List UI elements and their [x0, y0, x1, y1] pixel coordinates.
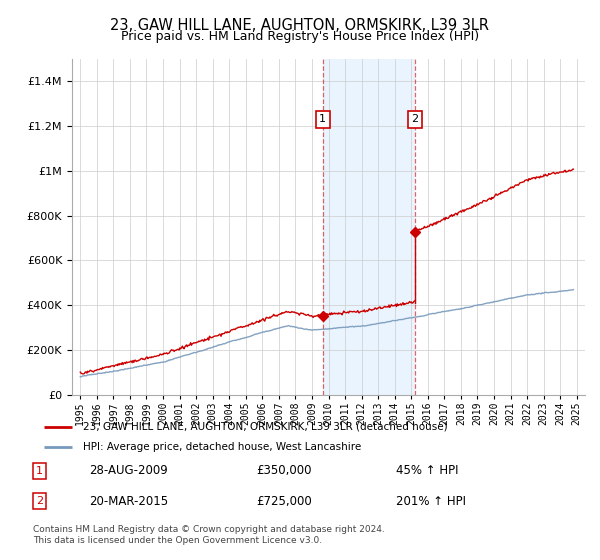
Text: HPI: Average price, detached house, West Lancashire: HPI: Average price, detached house, West…: [83, 442, 361, 452]
Text: £350,000: £350,000: [256, 464, 312, 477]
Text: 23, GAW HILL LANE, AUGHTON, ORMSKIRK, L39 3LR (detached house): 23, GAW HILL LANE, AUGHTON, ORMSKIRK, L3…: [83, 422, 448, 432]
Text: 20-MAR-2015: 20-MAR-2015: [89, 494, 168, 507]
Text: 45% ↑ HPI: 45% ↑ HPI: [396, 464, 458, 477]
Text: Contains HM Land Registry data © Crown copyright and database right 2024.
This d: Contains HM Land Registry data © Crown c…: [33, 525, 385, 545]
Text: £725,000: £725,000: [256, 494, 312, 507]
Text: 1: 1: [36, 466, 43, 476]
Text: 2: 2: [411, 114, 418, 124]
Text: 23, GAW HILL LANE, AUGHTON, ORMSKIRK, L39 3LR: 23, GAW HILL LANE, AUGHTON, ORMSKIRK, L3…: [110, 18, 490, 33]
Bar: [323, 59, 415, 395]
Text: Price paid vs. HM Land Registry's House Price Index (HPI): Price paid vs. HM Land Registry's House …: [121, 30, 479, 43]
Text: 201% ↑ HPI: 201% ↑ HPI: [396, 494, 466, 507]
Text: 1: 1: [319, 114, 326, 124]
Text: 2: 2: [36, 496, 43, 506]
Text: 28-AUG-2009: 28-AUG-2009: [89, 464, 167, 477]
